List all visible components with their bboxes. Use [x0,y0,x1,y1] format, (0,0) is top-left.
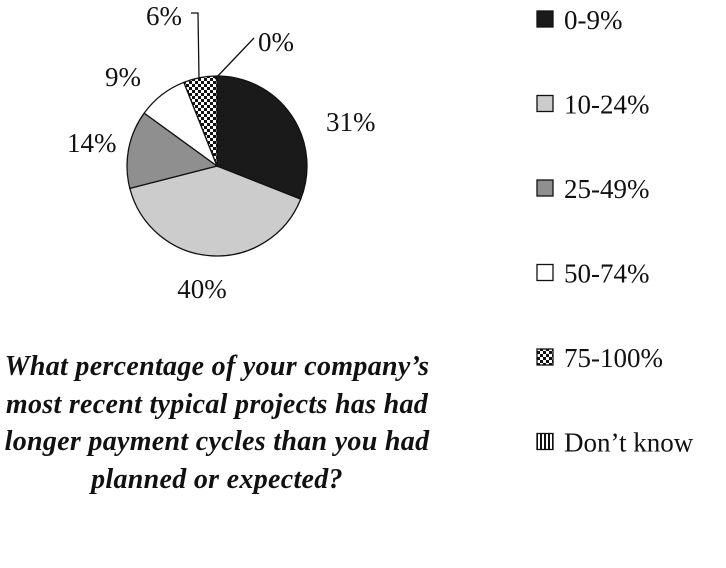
slice-labels: 31% 40% 14% 9% 6% 0% [67,1,376,304]
leader-line-don-t-know [214,37,255,80]
slice-label-75-100: 6% [146,1,182,31]
legend-swatch-10-24 [536,94,554,113]
slice-label-10-24: 40% [177,274,227,304]
slice-25-49 [126,112,219,190]
legend: 0-9% 10-24% 25-49% 50-74% 75-100% Don’t know [536,5,694,458]
slice-10-24 [129,165,302,257]
legend-swatch-don-t-know [536,432,554,451]
legend-swatch-75-100 [536,348,554,366]
slice-label-0-9: 31% [326,107,376,137]
slice-label-don-t-know: 0% [258,27,294,57]
legend-label-don-t-know: Don’t know [564,428,694,458]
legend-label-0-9: 0-9% [564,5,622,35]
leader-lines [191,12,255,80]
legend-swatch-0-9 [536,10,554,28]
slice-label-25-49: 14% [67,128,117,158]
legend-label-75-100: 75-100% [564,343,663,373]
survey-question: What percentage of your company’s most r… [4,351,430,495]
legend-label-25-49: 25-49% [564,174,649,204]
legend-swatch-25-49 [536,179,554,197]
slice-0-9 [216,75,308,200]
slice-label-50-74: 9% [105,62,141,92]
legend-label-50-74: 50-74% [564,259,649,289]
pie-slices [126,75,308,257]
legend-label-10-24: 10-24% [564,90,649,120]
leader-line-75-100 [191,12,200,80]
legend-swatch-50-74 [536,263,554,282]
